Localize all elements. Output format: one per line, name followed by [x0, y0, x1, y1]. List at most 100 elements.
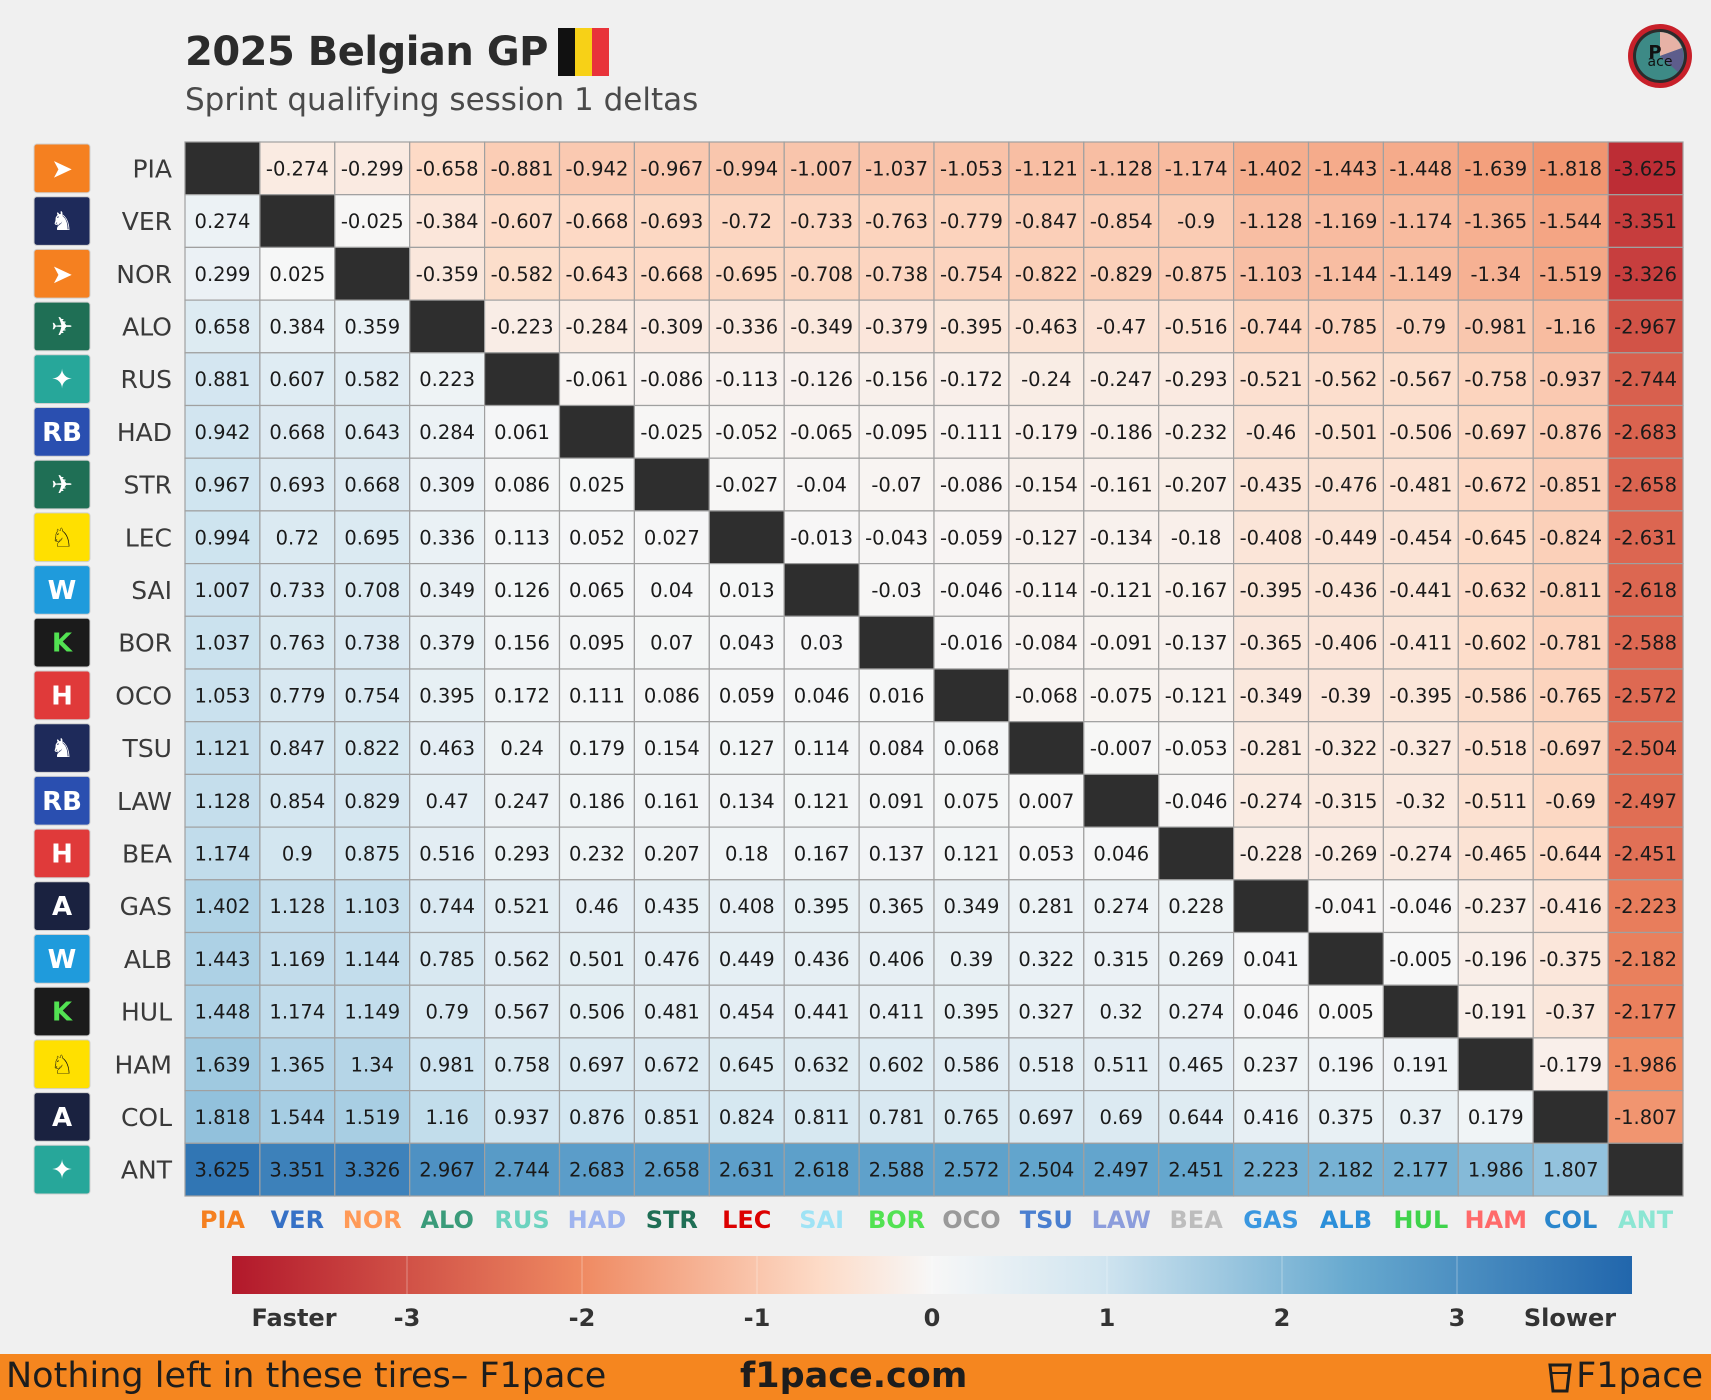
cell-value-label: -0.223	[491, 315, 554, 338]
cell-value-label: -0.086	[640, 368, 703, 391]
heatmap-cell	[1457, 352, 1534, 407]
cell-value-label: -0.075	[1090, 684, 1153, 707]
heatmap-cell	[633, 299, 710, 354]
cell-value-label: 2.572	[944, 1159, 1000, 1182]
heatmap-cell	[933, 404, 1010, 459]
heatmap-cell	[933, 1037, 1010, 1092]
heatmap-cell	[1382, 510, 1459, 565]
cell-value-label: -1.128	[1090, 157, 1153, 180]
cell-value-label: 2.451	[1168, 1159, 1224, 1182]
cell-value-label: -0.395	[1389, 684, 1452, 707]
cell-value-label: -0.18	[1171, 526, 1221, 549]
cell-value-label: -0.811	[1539, 579, 1602, 602]
cell-value-label: -3.351	[1614, 210, 1677, 233]
cell-value-label: -2.497	[1614, 790, 1677, 813]
heatmap-cell	[1532, 1037, 1609, 1092]
haas-logo-icon: H	[33, 670, 91, 721]
heatmap-cell	[259, 931, 336, 986]
cell-value-label: -0.411	[1389, 632, 1452, 655]
ferrari-logo-icon: ♘	[33, 512, 91, 563]
cell-value-label: 0.016	[869, 684, 925, 707]
heatmap-cell	[1532, 826, 1609, 881]
cell-value-label: 0.937	[494, 1106, 550, 1129]
heatmap-cell	[334, 457, 411, 512]
cell-value-label: 0.043	[719, 632, 775, 655]
cell-value-label: -0.511	[1464, 790, 1527, 813]
cell-value-label: -0.744	[1240, 315, 1303, 338]
cell-value-label: 0.046	[1093, 842, 1149, 865]
heatmap-cell	[409, 194, 486, 248]
cell-value-label: 0.04	[650, 579, 693, 602]
heatmap-cell	[783, 141, 860, 196]
cell-value-label: 0.237	[1243, 1053, 1299, 1076]
cell-value-label: 0.247	[494, 790, 550, 813]
cell-value-label: 2.683	[569, 1159, 625, 1182]
heatmap-cell	[259, 352, 336, 407]
cell-value-label: -0.697	[1464, 421, 1527, 444]
heatmap-cell	[1232, 246, 1310, 301]
cell-value-label: 1.807	[1543, 1159, 1599, 1182]
cell-value-label: 0.454	[719, 1001, 775, 1024]
heatmap-cell	[1532, 721, 1609, 776]
cell-value-label: 0.086	[644, 684, 700, 707]
cell-value-label: 1.103	[344, 895, 400, 918]
heatmap-cell	[1382, 457, 1459, 512]
cell-value-label: -0.697	[1539, 737, 1602, 760]
svg-text:W: W	[48, 945, 77, 975]
svg-text:H: H	[51, 681, 73, 711]
cell-value-label: 0.232	[569, 842, 625, 865]
cell-value-label: 0.274	[195, 210, 251, 233]
colorbar: -3 -2 -1 0 1 2 3 Faster Slower	[232, 1256, 1632, 1332]
cell-value-label: 0.875	[344, 842, 400, 865]
cell-value-label: 0.46	[575, 895, 618, 918]
cell-value-label: -2.223	[1614, 895, 1677, 918]
heatmap-cell	[1307, 246, 1385, 301]
column-label-nor: NOR	[343, 1206, 402, 1234]
cell-value-label: 0.041	[1243, 948, 1299, 971]
alpine-logo-icon: A	[33, 881, 91, 931]
heatmap-cell	[1607, 773, 1684, 828]
heatmap-cell	[1607, 1089, 1684, 1144]
svg-text:W: W	[48, 576, 77, 606]
cell-value-label: 2.588	[869, 1159, 925, 1182]
cell-value-label: 0.781	[869, 1106, 925, 1129]
heatmap-cell	[858, 299, 935, 354]
cell-value-label: -0.349	[790, 315, 853, 338]
cell-value-label: 1.037	[195, 632, 251, 655]
cell-value-label: -0.395	[1240, 579, 1303, 602]
diagonal-cell	[1382, 984, 1459, 1039]
heatmap-cell	[1382, 1142, 1459, 1197]
row-label-str: STR	[123, 471, 172, 500]
heatmap-cell	[708, 562, 785, 617]
cell-value-label: 0.981	[419, 1053, 475, 1076]
heatmap-cell	[933, 931, 1010, 986]
heatmap-cell	[1232, 668, 1310, 723]
cell-value-label: -2.572	[1614, 684, 1677, 707]
heatmap-cell	[783, 299, 860, 354]
cell-value-label: -0.186	[1090, 421, 1153, 444]
cell-value-label: -0.875	[1165, 263, 1228, 286]
redbull-logo-icon: ♞	[33, 723, 91, 773]
cell-value-label: -0.046	[940, 579, 1003, 602]
cell-value-label: 0.191	[1393, 1053, 1449, 1076]
heatmap-cell	[1083, 826, 1160, 881]
heatmap-cell	[633, 141, 710, 196]
cell-value-label: 0.167	[794, 842, 850, 865]
footer-site-link[interactable]: f1pace.com	[740, 1356, 968, 1396]
heatmap-cell	[1307, 984, 1385, 1039]
heatmap-cell	[334, 194, 411, 248]
mclaren-logo-icon: ➤	[33, 143, 91, 194]
cell-value-label: -0.645	[1464, 526, 1527, 549]
heatmap-cell	[1083, 246, 1160, 301]
cell-value-label: -2.658	[1614, 474, 1677, 497]
heatmap-cell	[1382, 1089, 1459, 1144]
cell-value-label: 1.34	[351, 1053, 394, 1076]
column-label-str: STR	[646, 1206, 698, 1234]
column-label-rus: RUS	[494, 1206, 549, 1234]
cell-value-label: 0.068	[944, 737, 1000, 760]
heatmap-cell	[334, 668, 411, 723]
heatmap-cell	[484, 404, 561, 459]
cell-value-label: 0.046	[794, 684, 850, 707]
heatmap-cell	[484, 299, 561, 354]
heatmap-cell	[1607, 457, 1684, 512]
